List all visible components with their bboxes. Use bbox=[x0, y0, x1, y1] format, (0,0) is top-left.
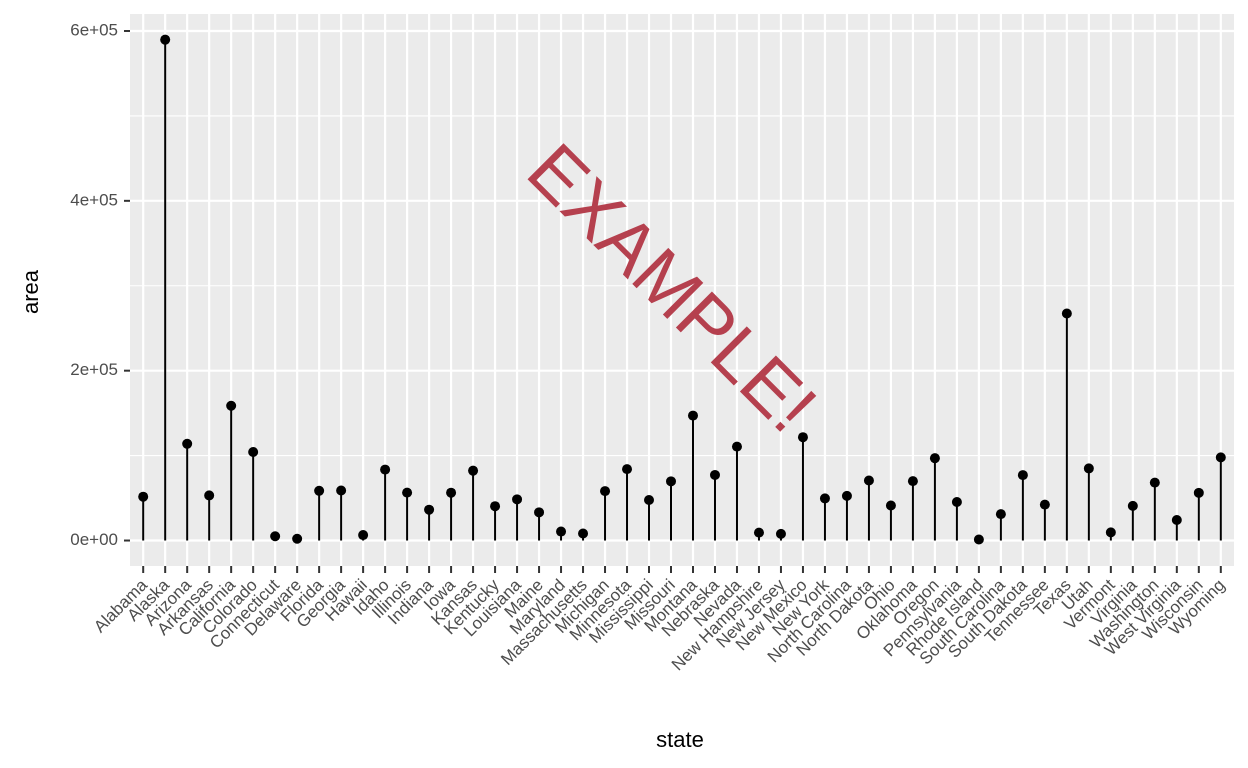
lollipop-point bbox=[973, 534, 984, 545]
lollipop-point bbox=[270, 531, 281, 542]
y-tick-label: 6e+05 bbox=[70, 20, 118, 39]
lollipop-point bbox=[578, 528, 589, 539]
lollipop-point bbox=[292, 533, 303, 544]
lollipop-point bbox=[160, 34, 171, 45]
lollipop-point bbox=[731, 441, 742, 452]
lollipop-point bbox=[1017, 470, 1028, 481]
lollipop-point bbox=[1149, 477, 1160, 488]
lollipop-point bbox=[226, 400, 237, 411]
lollipop-point bbox=[644, 495, 655, 506]
lollipop-point bbox=[1061, 308, 1072, 319]
lollipop-point bbox=[995, 509, 1006, 520]
lollipop-point bbox=[1215, 452, 1226, 463]
y-tick-label: 2e+05 bbox=[70, 360, 118, 379]
lollipop-point bbox=[753, 527, 764, 538]
lollipop-point bbox=[1171, 514, 1182, 525]
lollipop-point bbox=[424, 504, 435, 515]
lollipop-point bbox=[556, 526, 567, 537]
lollipop-point bbox=[314, 485, 325, 496]
lollipop-points bbox=[138, 34, 1226, 545]
lollipop-point bbox=[336, 485, 347, 496]
y-axis-title: area bbox=[18, 269, 43, 314]
lollipop-stems bbox=[142, 39, 1222, 541]
lollipop-point bbox=[512, 494, 523, 505]
lollipop-point bbox=[819, 493, 830, 504]
lollipop-point bbox=[775, 528, 786, 539]
lollipop-point bbox=[248, 446, 259, 457]
lollipop-point bbox=[182, 438, 193, 449]
lollipop-point bbox=[534, 507, 545, 518]
y-tick-label: 0e+00 bbox=[70, 530, 118, 549]
lollipop-point bbox=[468, 465, 479, 476]
lollipop-point bbox=[929, 453, 940, 464]
lollipop-point bbox=[951, 497, 962, 508]
x-axis-title: state bbox=[656, 727, 704, 752]
lollipop-point bbox=[622, 464, 633, 475]
lollipop-point bbox=[885, 500, 896, 511]
lollipop-point bbox=[358, 530, 369, 541]
y-axis: 0e+00 2e+05 4e+05 6e+05 bbox=[70, 20, 130, 549]
lollipop-point bbox=[1193, 487, 1204, 498]
x-axis: AlabamaAlaskaArizonaArkansasCaliforniaCo… bbox=[90, 566, 1229, 674]
lollipop-point bbox=[797, 432, 808, 443]
lollipop-point bbox=[446, 487, 457, 498]
lollipop-point bbox=[600, 486, 611, 497]
lollipop-point bbox=[666, 476, 677, 487]
lollipop-point bbox=[907, 476, 918, 487]
lollipop-point bbox=[687, 410, 698, 421]
y-tick-label: 4e+05 bbox=[70, 190, 118, 209]
lollipop-point bbox=[490, 501, 501, 512]
lollipop-point bbox=[841, 490, 852, 501]
lollipop-point bbox=[1039, 499, 1050, 510]
lollipop-point bbox=[1105, 527, 1116, 538]
lollipop-point bbox=[1127, 500, 1138, 511]
lollipop-point bbox=[1083, 463, 1094, 474]
lollipop-point bbox=[709, 469, 720, 480]
lollipop-point bbox=[380, 464, 391, 475]
plot-panel bbox=[130, 14, 1234, 566]
lollipop-point bbox=[138, 491, 149, 502]
lollipop-point bbox=[204, 490, 215, 501]
lollipop-point bbox=[402, 487, 413, 498]
lollipop-point bbox=[863, 475, 874, 486]
minor-gridlines bbox=[130, 115, 1234, 457]
